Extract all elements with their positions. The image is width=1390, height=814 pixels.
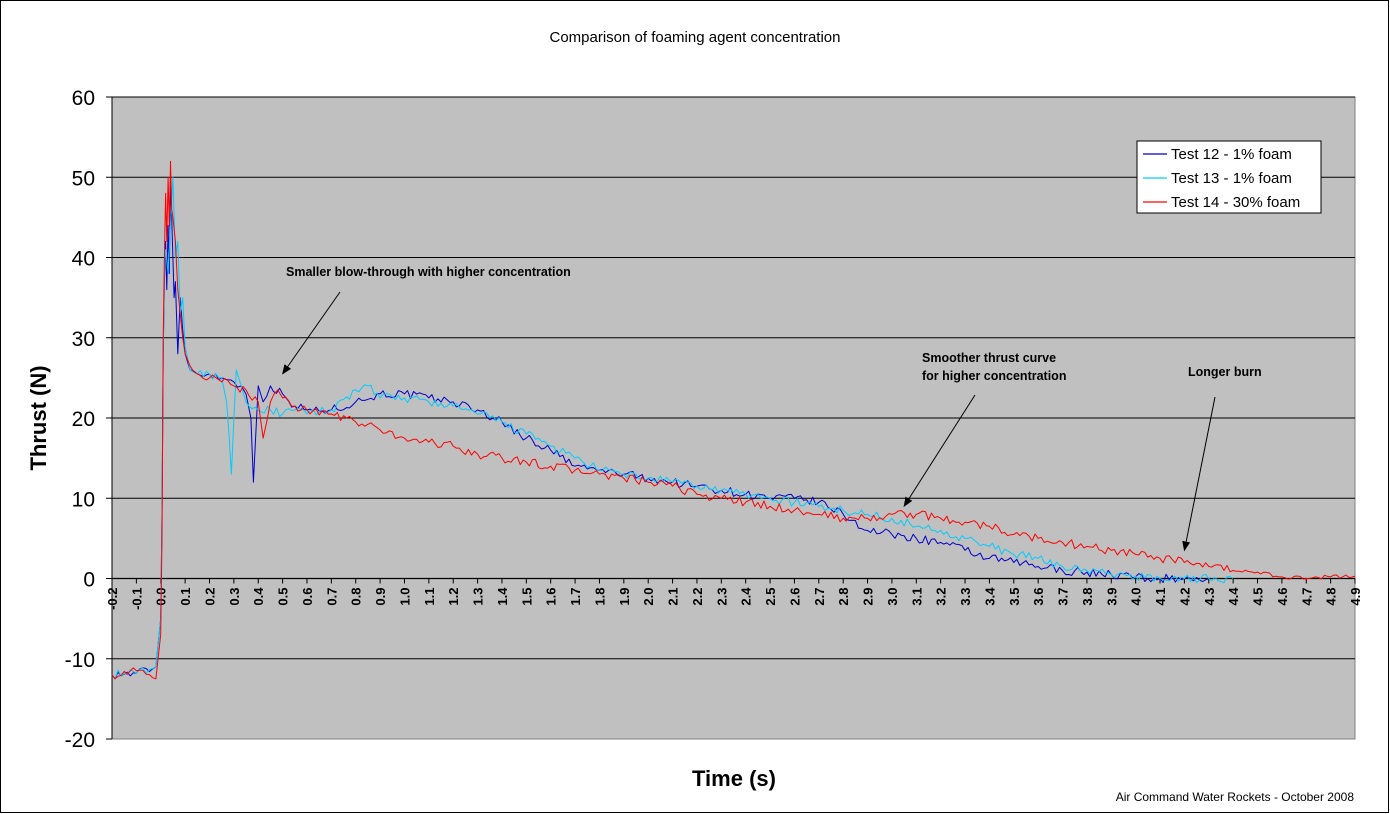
x-tick-label: 2.6	[787, 588, 802, 606]
x-tick-label: 1.7	[568, 588, 583, 606]
x-tick-label: 3.5	[1007, 588, 1022, 606]
x-tick-label: 1.4	[495, 587, 510, 606]
x-tick-label: 2.2	[690, 588, 705, 606]
x-tick-label: 1.8	[592, 588, 607, 606]
x-tick-label: 1.6	[544, 588, 559, 606]
x-tick-label: 0.4	[251, 587, 266, 606]
x-tick-label: 4.7	[1299, 588, 1314, 606]
x-tick-label: 3.3	[958, 588, 973, 606]
grid-lines	[112, 96, 1355, 660]
x-tick-label: 2.5	[763, 588, 778, 606]
x-tick-label: 3.6	[1031, 588, 1046, 606]
x-tick-label: 4.5	[1251, 588, 1266, 606]
y-tick-label: 0	[83, 569, 95, 592]
legend-label-2: Test 13 - 1% foam	[1171, 170, 1292, 187]
x-tick-label: 3.0	[885, 588, 900, 606]
x-tick-label: 3.1	[909, 588, 924, 606]
x-tick-label: 4.2	[1177, 588, 1192, 606]
x-tick-label: 4.8	[1324, 588, 1339, 606]
x-tick-label: -0.2	[105, 588, 120, 610]
annotation-text-2: Smoother thrust curve	[922, 351, 1056, 365]
x-tick-label: 4.1	[1153, 588, 1168, 606]
y-tick-label: 40	[72, 248, 95, 271]
y-tick-label: 10	[72, 488, 95, 511]
x-tick-label: 2.9	[861, 588, 876, 606]
x-tick-label: 0.8	[349, 588, 364, 606]
chart-title: Comparison of foaming agent concentratio…	[549, 29, 840, 46]
x-tick-label: 3.7	[1056, 588, 1071, 606]
y-tick-label: 20	[72, 408, 95, 431]
x-tick-label: 4.3	[1202, 588, 1217, 606]
y-tick-label: -10	[65, 649, 95, 672]
x-tick-label: 4.6	[1275, 588, 1290, 606]
x-tick-label: 3.8	[1080, 588, 1095, 606]
x-tick-label: 1.5	[519, 588, 534, 606]
x-tick-label: 2.1	[666, 588, 681, 606]
x-tick-label: 0.1	[178, 588, 193, 606]
annotation-text-2-line2: for higher concentration	[922, 369, 1066, 383]
y-tick-label: 30	[72, 328, 95, 351]
annotation-arrow-1	[282, 291, 341, 375]
annotation-text-1: Smaller blow-through with higher concent…	[286, 265, 571, 279]
y-tick-label: -20	[65, 729, 95, 752]
x-tick-label: 2.7	[812, 588, 827, 606]
annotation-arrow-2	[903, 394, 976, 508]
legend-label-1: Test 12 - 1% foam	[1171, 146, 1292, 163]
legend-box	[1136, 140, 1322, 214]
x-tick-label: 0.7	[324, 588, 339, 606]
x-tick-label: 3.2	[934, 588, 949, 606]
y-tick-label: 60	[72, 87, 95, 110]
x-tick-label: 4.4	[1226, 587, 1241, 606]
x-tick-label: 0.9	[373, 588, 388, 606]
x-tick-label: 1.0	[397, 588, 412, 606]
y-axis-label: Thrust (N)	[26, 365, 51, 470]
series-line-1	[111, 176, 1209, 680]
x-tick-label: 3.9	[1104, 588, 1119, 606]
y-tick-label: 50	[72, 167, 95, 190]
x-tick-label: 4.9	[1348, 588, 1363, 606]
annotation-text-3: Longer burn	[1188, 365, 1262, 379]
series-line-3	[111, 160, 1356, 680]
x-tick-label: 0.3	[227, 588, 242, 606]
x-tick-label: -0.1	[129, 588, 144, 610]
x-tick-label: 4.0	[1129, 588, 1144, 606]
x-tick-label: 0.2	[202, 588, 217, 606]
x-tick-label: 1.2	[446, 588, 461, 606]
x-tick-label: 0.6	[300, 588, 315, 606]
legend-label-3: Test 14 - 30% foam	[1171, 194, 1300, 211]
footnote: Air Command Water Rockets - October 2008	[1116, 790, 1355, 804]
x-axis-label: Time (s)	[692, 766, 776, 791]
legend: Test 12 - 1% foam Test 13 - 1% foam Test 1…	[1136, 140, 1322, 214]
x-tick-label: 2.8	[836, 588, 851, 606]
x-tick-label: 2.3	[714, 588, 729, 606]
x-tick-label: 1.1	[422, 588, 437, 606]
x-tick-label: 3.4	[982, 587, 997, 606]
x-tick-label: 2.0	[641, 588, 656, 606]
y-axis-ticks: 60 50 40 30 20 10 0 -10 -20	[65, 87, 113, 752]
annotation-arrow-3	[1182, 396, 1216, 552]
annotations: Smaller blow-through with higher concent…	[282, 265, 1262, 552]
x-tick-label: 0.5	[276, 588, 291, 606]
x-tick-label: 2.4	[739, 587, 754, 606]
x-tick-label: 1.3	[471, 588, 486, 606]
series-lines	[111, 160, 1356, 680]
x-tick-label: 1.9	[617, 588, 632, 606]
